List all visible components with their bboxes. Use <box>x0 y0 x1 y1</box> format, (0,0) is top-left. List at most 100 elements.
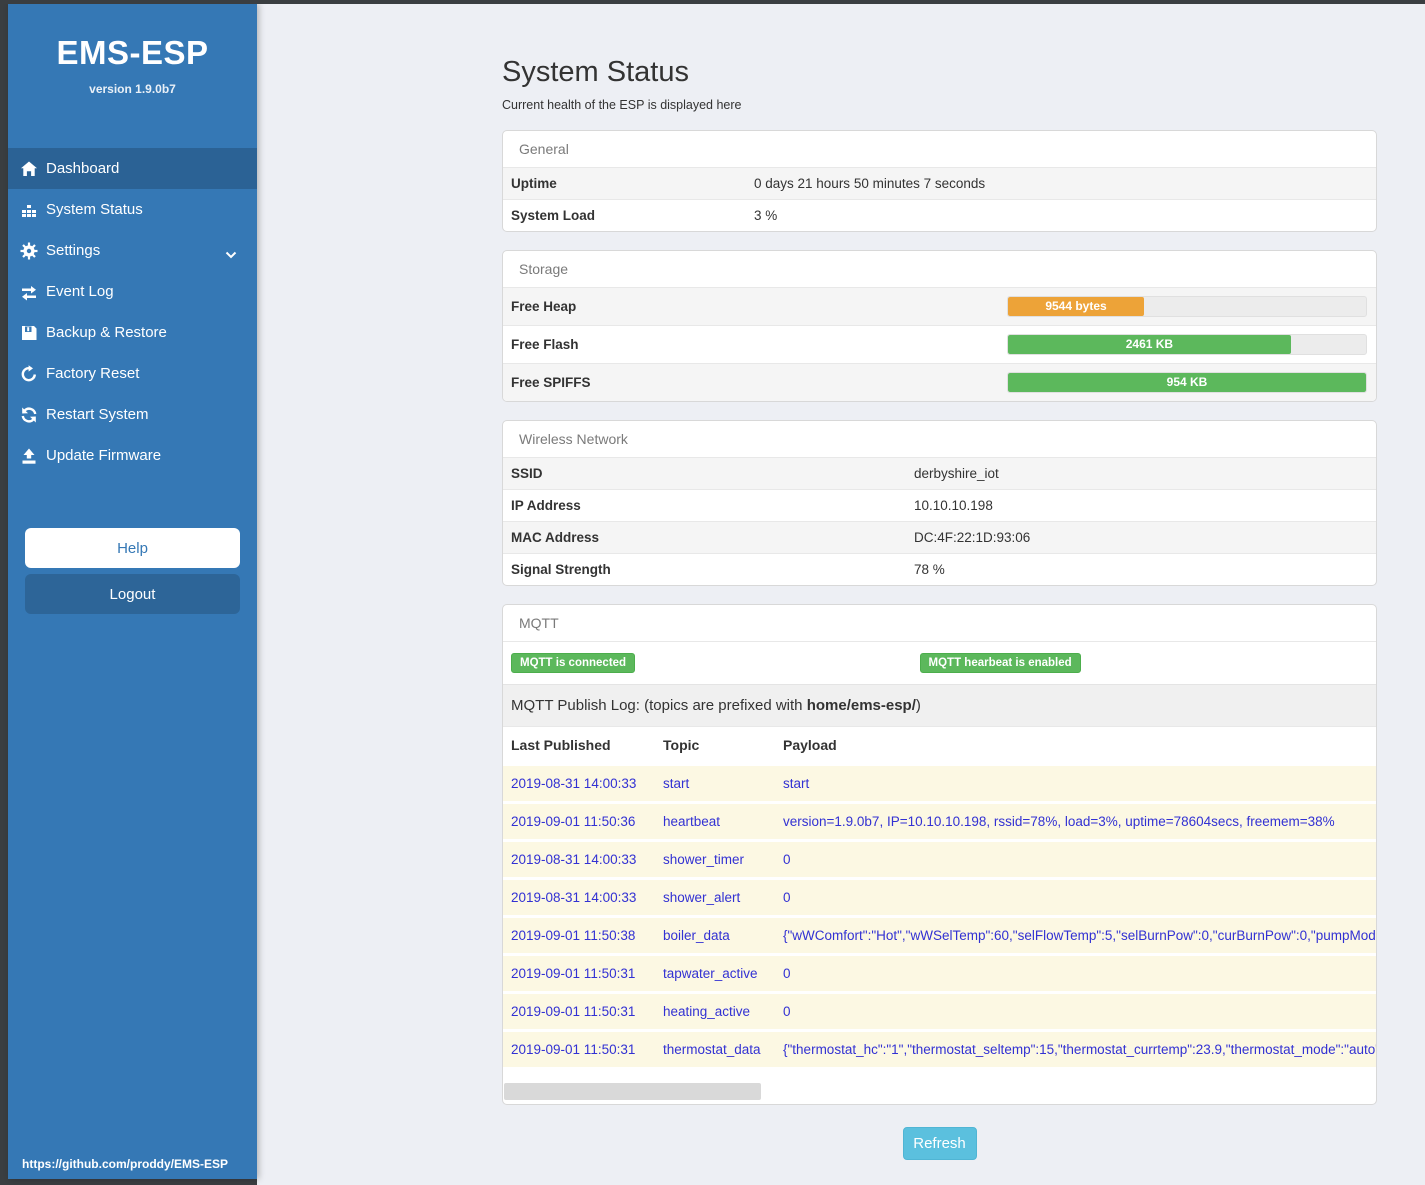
cell-date: 2019-08-31 14:00:33 <box>511 890 637 905</box>
sidebar-buttons: Help Logout <box>8 528 257 614</box>
help-button[interactable]: Help <box>25 528 240 568</box>
sidebar-item-system-status[interactable]: System Status <box>8 189 257 230</box>
refresh-row: Refresh <box>502 1127 1377 1160</box>
row-label: MAC Address <box>511 530 600 545</box>
table-row: 2019-09-01 11:50:31 tapwater_active 0 <box>503 953 1376 991</box>
free-heap-progressbar: 9544 bytes <box>1007 296 1367 317</box>
storage-card-header: Storage <box>519 261 569 277</box>
cell-date: 2019-08-31 14:00:33 <box>511 776 637 791</box>
sidebar-item-label: Settings <box>46 242 101 259</box>
topic-prefix: home/ems-esp/ <box>806 697 916 714</box>
cell-topic: shower_timer <box>663 852 745 867</box>
page-title: System Status <box>502 56 689 88</box>
cell-topic: tapwater_active <box>663 966 758 981</box>
progress-fill: 2461 KB <box>1008 335 1291 354</box>
col-header-last-published: Last Published <box>511 737 611 753</box>
sidebar-item-label: Backup & Restore <box>46 324 167 341</box>
storage-row-free-heap: Free Heap 9544 bytes <box>503 287 1376 325</box>
row-label: Free Heap <box>511 299 577 314</box>
wireless-row-signal: Signal Strength 78 % <box>503 553 1376 585</box>
sidebar-item-settings[interactable]: Settings <box>8 230 257 271</box>
row-value: derbyshire_iot <box>914 466 999 481</box>
cell-topic: heating_active <box>663 1004 751 1019</box>
sidebar-item-event-log[interactable]: Event Log <box>8 271 257 312</box>
cell-payload: 0 <box>783 852 791 867</box>
logout-button[interactable]: Logout <box>25 574 240 614</box>
wireless-row-ssid: SSID derbyshire_iot <box>503 457 1376 489</box>
mqtt-badge-row: MQTT is connected MQTT hearbeat is enabl… <box>503 641 1376 684</box>
mqtt-heartbeat-badge: MQTT hearbeat is enabled <box>919 653 1081 673</box>
sidebar-menu: Dashboard System Status Settings Event L… <box>8 148 257 476</box>
mqtt-card: MQTT MQTT is connected MQTT hearbeat is … <box>502 604 1377 1105</box>
main-area: System Status Current health of the ESP … <box>257 4 1425 1185</box>
cell-payload: {"thermostat_hc":"1","thermostat_seltemp… <box>783 1042 1376 1057</box>
cell-payload: start <box>783 776 810 791</box>
github-link[interactable]: https://github.com/proddy/EMS-ESP <box>22 1157 228 1171</box>
row-label: Uptime <box>511 176 557 191</box>
home-icon <box>20 160 38 178</box>
cell-topic: shower_alert <box>663 890 741 905</box>
progress-fill: 954 KB <box>1008 373 1366 392</box>
sidebar-item-restart-system[interactable]: Restart System <box>8 394 257 435</box>
exchange-icon <box>20 283 38 301</box>
sidebar-item-label: Restart System <box>46 406 149 423</box>
general-card: General Uptime 0 days 21 hours 50 minute… <box>502 130 1377 232</box>
table-row: 2019-08-31 14:00:33 shower_alert 0 <box>503 877 1376 915</box>
horizontal-scrollbar[interactable] <box>504 1083 1375 1100</box>
row-value: 10.10.10.198 <box>914 498 993 513</box>
row-label: Free Flash <box>511 337 579 352</box>
cell-date: 2019-08-31 14:00:33 <box>511 852 637 867</box>
storage-row-free-flash: Free Flash 2461 KB <box>503 325 1376 363</box>
sidebar: EMS-ESP version 1.9.0b7 Dashboard System… <box>8 4 257 1179</box>
table-row: 2019-09-01 11:50:36 heartbeat version=1.… <box>503 801 1376 839</box>
row-value: 78 % <box>914 562 945 577</box>
sidebar-item-label: Dashboard <box>46 160 120 177</box>
wireless-row-mac: MAC Address DC:4F:22:1D:93:06 <box>503 521 1376 553</box>
row-label: IP Address <box>511 498 581 513</box>
caption-text: MQTT Publish Log: (topics are prefixed w… <box>511 697 807 714</box>
progress-fill: 9544 bytes <box>1008 297 1145 316</box>
save-icon <box>20 324 38 342</box>
cell-topic: heartbeat <box>663 814 721 829</box>
scrollbar-thumb[interactable] <box>504 1083 761 1100</box>
cell-payload: 0 <box>783 1004 791 1019</box>
row-label: Free SPIFFS <box>511 375 591 390</box>
wireless-row-ip: IP Address 10.10.10.198 <box>503 489 1376 521</box>
sidebar-item-label: System Status <box>46 201 143 218</box>
sidebar-item-dashboard[interactable]: Dashboard <box>8 148 257 189</box>
cell-payload: {"wWComfort":"Hot","wWSelTemp":60,"selFl… <box>783 928 1376 943</box>
page-subtitle: Current health of the ESP is displayed h… <box>502 98 742 112</box>
general-row-uptime: Uptime 0 days 21 hours 50 minutes 7 seco… <box>503 167 1376 199</box>
general-row-system-load: System Load 3 % <box>503 199 1376 231</box>
sidebar-item-label: Factory Reset <box>46 365 140 382</box>
system-status-icon <box>20 201 38 219</box>
mqtt-publish-log-caption: MQTT Publish Log: (topics are prefixed w… <box>503 684 1376 726</box>
col-header-topic: Topic <box>663 737 700 753</box>
refresh-button[interactable]: Refresh <box>902 1127 977 1160</box>
cell-date: 2019-09-01 11:50:36 <box>511 814 636 829</box>
content-column: System Status Current health of the ESP … <box>502 4 1377 1160</box>
row-value: 0 days 21 hours 50 minutes 7 seconds <box>754 176 986 191</box>
chevron-down-icon <box>225 246 237 263</box>
cell-date: 2019-09-01 11:50:31 <box>511 1042 636 1057</box>
mqtt-card-header: MQTT <box>519 615 559 631</box>
upload-icon <box>20 447 38 465</box>
cell-date: 2019-09-01 11:50:38 <box>511 928 636 943</box>
general-card-header: General <box>519 141 569 157</box>
free-spiffs-progressbar: 954 KB <box>1007 372 1367 393</box>
sidebar-item-backup-restore[interactable]: Backup & Restore <box>8 312 257 353</box>
table-row: 2019-09-01 11:50:31 heating_active 0 <box>503 991 1376 1029</box>
row-label: Signal Strength <box>511 562 611 577</box>
wireless-card: Wireless Network SSID derbyshire_iot IP … <box>502 420 1377 586</box>
app-version: version 1.9.0b7 <box>89 82 176 96</box>
cell-topic: start <box>663 776 690 791</box>
sidebar-item-update-firmware[interactable]: Update Firmware <box>8 435 257 476</box>
cell-topic: boiler_data <box>663 928 730 943</box>
row-label: System Load <box>511 208 596 223</box>
cell-topic: thermostat_data <box>663 1042 761 1057</box>
refresh-icon <box>20 406 38 424</box>
table-row: 2019-09-01 11:50:38 boiler_data {"wWComf… <box>503 915 1376 953</box>
table-row: 2019-08-31 14:00:33 start start <box>503 763 1376 801</box>
window-frame-top <box>0 0 1425 4</box>
sidebar-item-factory-reset[interactable]: Factory Reset <box>8 353 257 394</box>
